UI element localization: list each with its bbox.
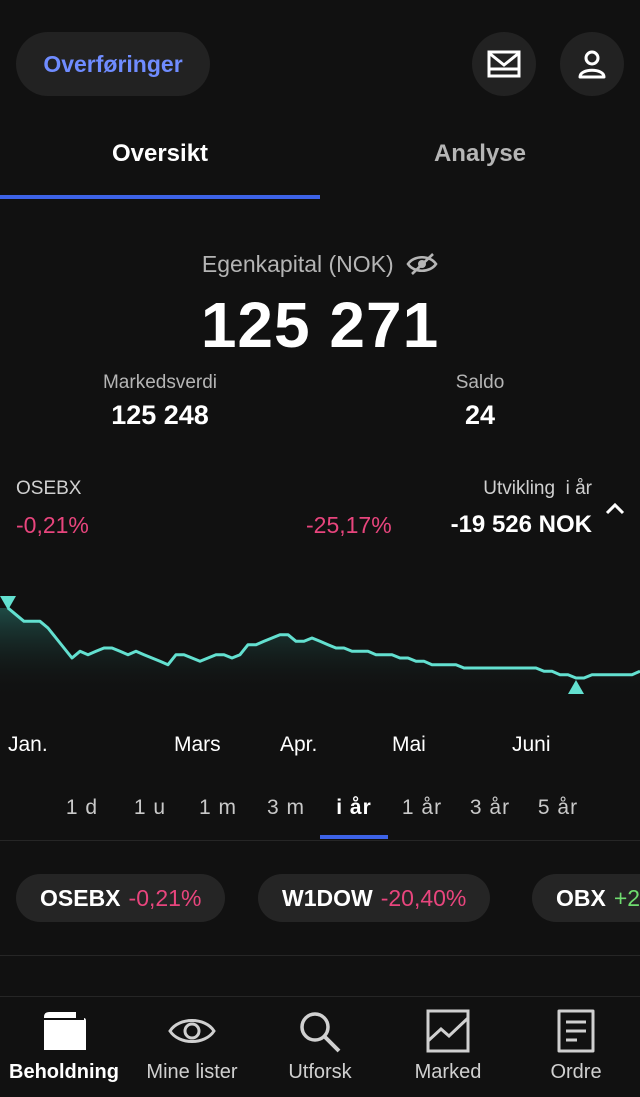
search-icon [300,1012,341,1053]
index-chip-change: +2 [613,884,640,911]
divider [0,955,640,956]
tab-overview[interactable]: Oversikt [111,140,209,167]
index-chip-change: -0,21% [128,884,202,911]
chart-x-label: Juni [512,733,551,756]
portfolio-chart[interactable] [0,588,640,698]
balance-value: 24 [464,400,496,430]
chart-x-label: Mai [392,733,426,756]
range-option[interactable]: i år [336,796,372,819]
index-label: OSEBX [16,478,82,499]
profile-button[interactable] [560,32,624,96]
eye-off-icon[interactable] [406,252,438,276]
eye-icon [168,1019,216,1043]
portfolio-change: -25,17% [306,512,392,538]
chart-area-fill [0,608,640,698]
index-change: -0,21% [16,512,89,538]
chevron-up-icon[interactable] [604,500,626,516]
index-chip[interactable]: W1DOW -20,40% [258,874,491,922]
index-chip-name: W1DOW [282,884,373,911]
index-chip-name: OSEBX [40,884,121,911]
chart-x-label: Jan. [8,733,48,756]
document-icon [557,1009,595,1053]
range-option[interactable]: 5 år [537,796,579,819]
bottom-navigation: Beholdning Mine lister Utforsk Marked Or… [0,996,640,1097]
equity-label-row: Egenkapital (NOK) [0,251,640,278]
development-label: Utvikling i år [483,478,592,499]
nav-orders[interactable]: Ordre [512,1009,640,1084]
inbox-button[interactable] [472,32,536,96]
range-option[interactable]: 1 år [401,796,443,819]
nav-market[interactable]: Marked [384,1009,512,1084]
chart-x-label: Mars [174,733,221,756]
range-option[interactable]: 3 år [469,796,511,819]
nav-explore[interactable]: Utforsk [256,1009,384,1084]
chart-icon [426,1009,470,1053]
index-chip[interactable]: OBX +2 [532,874,640,922]
nav-watchlists[interactable]: Mine lister [128,1009,256,1084]
index-chip-change: -20,40% [380,884,467,911]
mail-icon [487,50,521,78]
balance-label: Saldo [455,372,505,393]
market-value-label: Markedsverdi [102,372,218,393]
active-tab-indicator [0,195,320,199]
chart-low-marker [568,680,584,694]
range-option[interactable]: 1 u [133,796,167,819]
divider [0,840,640,841]
range-option[interactable]: 1 d [65,796,99,819]
index-chip[interactable]: OSEBX -0,21% [16,874,226,922]
nav-holdings[interactable]: Beholdning [0,1009,128,1084]
tab-analysis[interactable]: Analyse [433,140,527,167]
equity-label: Egenkapital (NOK) [201,251,394,277]
chart-series-line [7,606,640,680]
range-option[interactable]: 3 m [266,796,305,819]
wallet-icon [44,1012,86,1050]
market-value: 125 248 [111,400,209,430]
equity-value: 125 271 [200,289,440,361]
user-icon [578,50,606,79]
active-range-indicator [320,835,388,839]
development-value: -19 526 NOK [450,511,592,538]
chart-high-marker [0,596,16,610]
transfers-button[interactable]: Overføringer [16,32,210,96]
range-option[interactable]: 1 m [198,796,237,819]
index-chip-name: OBX [556,884,606,911]
chart-x-label: Apr. [280,733,318,756]
